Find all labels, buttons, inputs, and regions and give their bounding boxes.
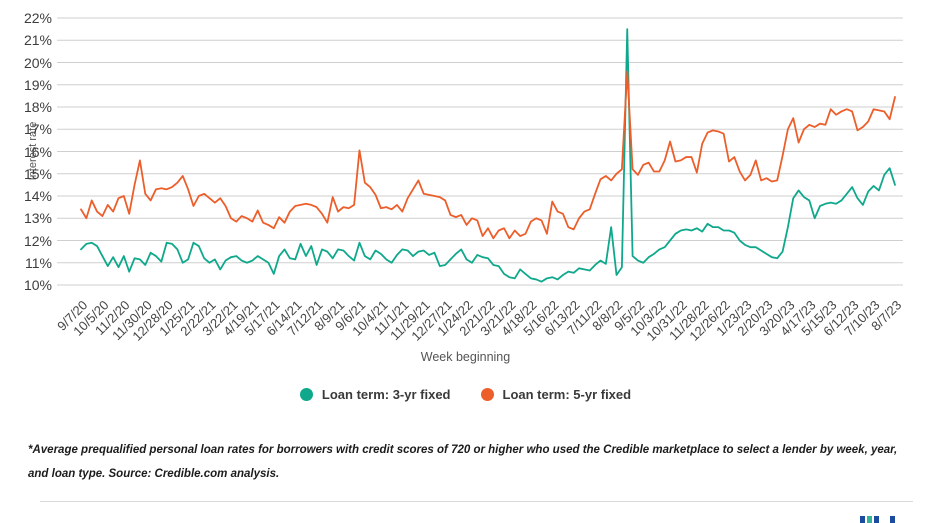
y-tick-label: 17%	[23, 121, 52, 138]
logo-mark-2	[867, 516, 872, 523]
y-tick-label: 15%	[23, 165, 52, 182]
y-tick-label: 20%	[23, 54, 52, 71]
logo-mark-4	[890, 516, 895, 523]
y-tick-label: 13%	[23, 210, 52, 227]
y-tick-label: 16%	[23, 143, 52, 160]
y-tick-label: 14%	[23, 188, 52, 204]
plot-area	[57, 17, 903, 286]
legend: Loan term: 3-yr fixed Loan term: 5-yr fi…	[0, 387, 931, 402]
legend-dot-5yr-icon	[480, 388, 494, 401]
partner-logo-cropped-icon	[858, 516, 902, 523]
divider-line	[40, 501, 913, 502]
y-tick-label: 11%	[25, 254, 52, 271]
legend-dot-3yr-icon	[299, 388, 313, 401]
loan-rates-line-chart: Interest rate 22% 21% 20% 19% 18% 17% 16% 15% 14…	[0, 10, 931, 402]
series-line-loan-term-3-yr-fixed	[80, 28, 896, 283]
y-tick-label: 22%	[23, 10, 52, 26]
legend-label-3yr: Loan term: 3-yr fixed	[321, 387, 451, 402]
x-axis-title: Week beginning	[420, 350, 511, 364]
logo-mark-3	[874, 516, 879, 523]
y-tick-label: 12%	[23, 232, 52, 249]
y-tick-label: 18%	[23, 99, 52, 115]
legend-label-5yr: Loan term: 5-yr fixed	[502, 387, 632, 402]
logo-mark-1	[860, 516, 865, 523]
legend-item-3yr-fixed[interactable]: Loan term: 3-yr fixed	[299, 387, 451, 402]
y-tick-label: 10%	[23, 277, 52, 293]
y-tick-label: 19%	[23, 76, 52, 93]
legend-item-5yr-fixed[interactable]: Loan term: 5-yr fixed	[480, 387, 632, 402]
y-tick-label: 21%	[23, 32, 52, 49]
footnote: *Average prequalified personal loan rate…	[28, 444, 898, 480]
series-line-loan-term-5-yr-fixed	[80, 70, 896, 240]
